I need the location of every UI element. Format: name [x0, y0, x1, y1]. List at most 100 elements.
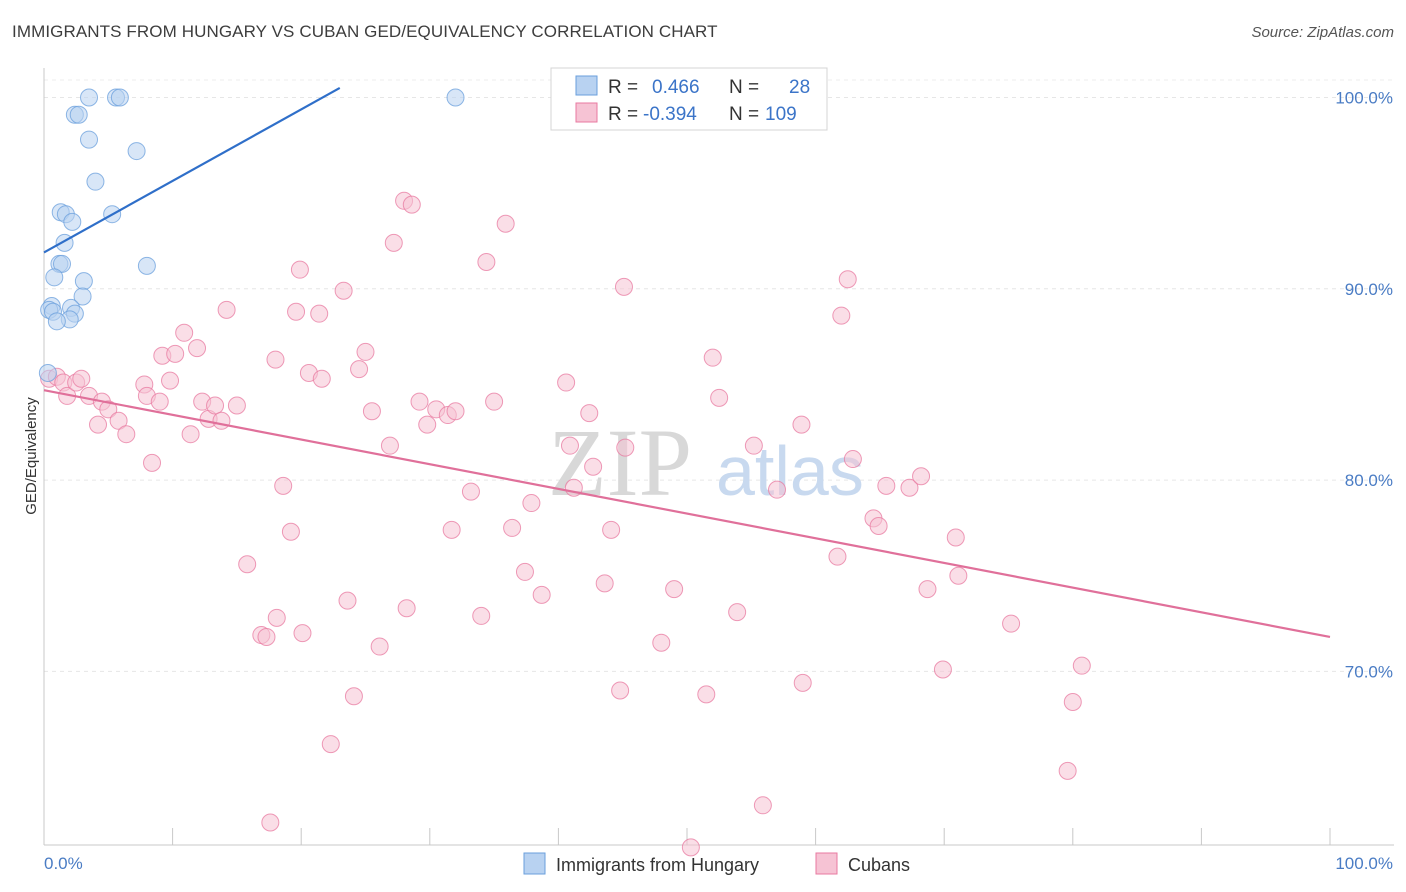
point-cubans — [1058, 761, 1077, 780]
point-cubans — [274, 476, 293, 495]
point-cubans — [350, 360, 369, 379]
point-cubans — [72, 369, 91, 388]
point-hungary — [47, 312, 66, 331]
point-cubans — [595, 574, 614, 593]
point-cubans — [877, 476, 896, 495]
point-hungary — [63, 212, 82, 231]
point-cubans — [257, 627, 276, 646]
bottom-legend: Immigrants from Hungary Cubans — [523, 852, 910, 875]
point-cubans — [584, 457, 603, 476]
point-cubans — [356, 342, 375, 361]
y-tick-labels: 100.0% 90.0% 80.0% 70.0% — [1335, 89, 1393, 682]
legend-r-label: R = — [608, 104, 638, 125]
point-cubans — [143, 453, 162, 472]
point-cubans — [697, 685, 716, 704]
y-tick-label: 100.0% — [1335, 89, 1393, 108]
point-cubans — [580, 404, 599, 423]
point-hungary — [446, 88, 465, 107]
legend-n-value: 28 — [789, 77, 810, 98]
watermark-zip: ZIP — [548, 409, 692, 516]
point-cubans — [161, 371, 180, 390]
point-cubans — [461, 482, 480, 501]
point-cubans — [614, 277, 633, 296]
trend-line-cubans — [43, 389, 1331, 639]
legend-swatch-cubans — [575, 102, 598, 123]
point-cubans — [557, 373, 576, 392]
point-cubans — [267, 608, 286, 627]
legend-n-label: N = — [729, 77, 759, 98]
point-hungary — [80, 130, 99, 149]
point-cubans — [397, 599, 416, 618]
point-cubans — [602, 520, 621, 539]
point-cubans — [321, 735, 340, 754]
point-hungary — [45, 268, 64, 287]
point-cubans — [828, 547, 847, 566]
y-tick-label: 80.0% — [1345, 471, 1393, 490]
point-cubans — [410, 392, 429, 411]
point-cubans — [616, 438, 635, 457]
legend: R = 0.466 N = 28 R = -0.394 N = 109 — [550, 67, 828, 131]
bottom-legend-swatch-hungary — [523, 852, 546, 875]
y-axis-title: GED/Equivalency — [23, 397, 40, 515]
point-cubans — [446, 402, 465, 421]
point-cubans — [1072, 656, 1091, 675]
point-cubans — [532, 585, 551, 604]
point-hungary — [74, 272, 93, 291]
point-cubans — [217, 300, 236, 319]
point-cubans — [728, 603, 747, 622]
point-cubans — [212, 411, 231, 430]
legend-r-value: 0.466 — [652, 77, 700, 98]
point-cubans — [918, 580, 937, 599]
point-cubans — [832, 306, 851, 325]
y-tick-label: 70.0% — [1345, 662, 1393, 681]
y-tick-label: 90.0% — [1345, 280, 1393, 299]
point-cubans — [310, 304, 329, 323]
point-cubans — [287, 302, 306, 321]
point-cubans — [312, 369, 331, 388]
x-tick-label-min: 0.0% — [44, 854, 83, 873]
point-cubans — [344, 687, 363, 706]
point-cubans — [334, 281, 353, 300]
point-cubans — [418, 415, 437, 434]
point-cubans — [912, 467, 931, 486]
point-cubans — [768, 480, 787, 499]
point-cubans — [89, 415, 108, 434]
point-cubans — [472, 606, 491, 625]
point-cubans — [496, 214, 515, 233]
point-cubans — [338, 591, 357, 610]
point-cubans — [681, 838, 700, 857]
chart-title: IMMIGRANTS FROM HUNGARY VS CUBAN GED/EQU… — [12, 22, 718, 41]
x-tick-label-max: 100.0% — [1335, 854, 1393, 873]
point-cubans — [792, 415, 811, 434]
point-hungary — [110, 88, 129, 107]
point-cubans — [1002, 614, 1021, 633]
point-cubans — [793, 673, 812, 692]
watermark: ZIP atlas — [548, 409, 864, 516]
legend-n-value: 109 — [765, 104, 797, 125]
point-cubans — [1063, 693, 1082, 712]
point-cubans — [238, 555, 257, 574]
point-cubans — [703, 348, 722, 367]
point-cubans — [522, 494, 541, 513]
point-cubans — [665, 580, 684, 599]
point-cubans — [442, 520, 461, 539]
trend-line-hungary — [43, 86, 341, 254]
gridlines — [44, 79, 1394, 672]
point-hungary — [53, 254, 72, 273]
point-cubans — [710, 388, 729, 407]
point-cubans — [293, 624, 312, 643]
point-cubans — [560, 436, 579, 455]
point-cubans — [281, 522, 300, 541]
point-cubans — [384, 233, 403, 252]
point-cubans — [652, 633, 671, 652]
legend-n-label: N = — [729, 104, 759, 125]
point-cubans — [611, 681, 630, 700]
point-cubans — [261, 813, 280, 832]
legend-r-label: R = — [608, 77, 638, 98]
point-cubans — [166, 344, 185, 363]
point-cubans — [380, 436, 399, 455]
point-cubans — [949, 566, 968, 585]
point-cubans — [290, 260, 309, 279]
point-hungary — [69, 105, 88, 124]
